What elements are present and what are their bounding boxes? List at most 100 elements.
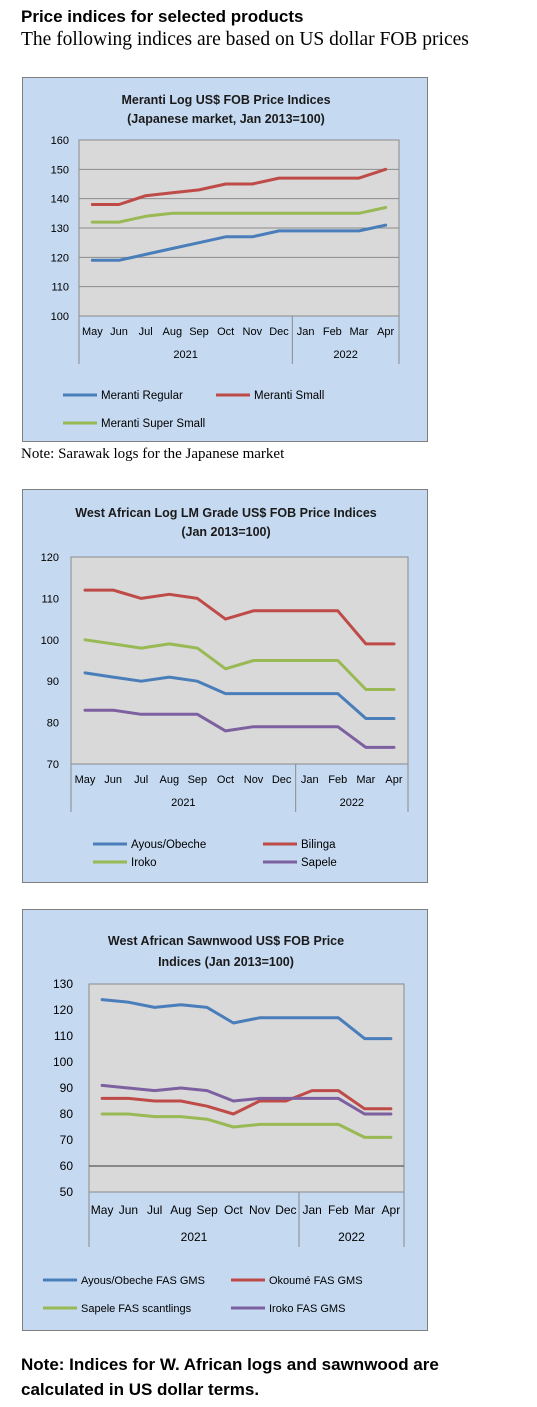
x-tick-label: Oct (224, 1203, 243, 1217)
x-tick-label: Mar (354, 1203, 375, 1217)
wa-log-chart-panel: West African Log LM Grade US$ FOB Price … (22, 489, 428, 883)
series-line (100, 998, 393, 1041)
wa-log-chart: West African Log LM Grade US$ FOB Price … (41, 506, 409, 869)
x-tick-label: Apr (385, 774, 402, 786)
chart-title-line: West African Log LM Grade US$ FOB Price … (75, 506, 377, 520)
y-tick-label: 140 (51, 194, 69, 206)
year-label: 2022 (340, 797, 364, 809)
x-tick-label: Jul (134, 774, 148, 786)
y-tick-label: 90 (47, 676, 59, 688)
y-tick-label: 130 (53, 977, 73, 991)
x-tick-label: Dec (272, 774, 292, 786)
x-tick-label: Jul (147, 1203, 162, 1217)
x-tick-label: Feb (323, 326, 342, 338)
year-label: 2021 (181, 1230, 208, 1244)
y-tick-label: 110 (41, 593, 59, 605)
legend-label: Meranti Regular (101, 390, 183, 402)
legend-label: Sapele (301, 857, 337, 869)
legend-label: Iroko (131, 857, 157, 869)
x-tick-label: Sep (196, 1203, 218, 1217)
y-tick-label: 110 (51, 282, 69, 294)
x-tick-label: Apr (377, 326, 394, 338)
legend-label: Sapele FAS scantlings (81, 1303, 192, 1315)
year-label: 2022 (338, 1230, 365, 1244)
legend-label: Ayous/Obeche FAS GMS (81, 1275, 205, 1287)
series-line (100, 1083, 393, 1116)
x-tick-label: Oct (217, 774, 234, 786)
legend-label: Meranti Small (254, 390, 324, 402)
series-line (83, 588, 396, 646)
bottom-note: Note: Indices for W. African logs and sa… (21, 1355, 439, 1399)
y-tick-label: 130 (51, 223, 69, 235)
y-tick-label: 70 (60, 1133, 74, 1147)
x-tick-label: Aug (170, 1203, 191, 1217)
x-tick-label: Jun (110, 326, 128, 338)
x-tick-label: Oct (217, 326, 234, 338)
series-line (83, 708, 396, 749)
chart-title-line: Meranti Log US$ FOB Price Indices (121, 93, 330, 107)
y-tick-label: 70 (47, 759, 59, 771)
series-line (90, 223, 388, 262)
x-tick-label: Mar (356, 774, 375, 786)
x-tick-label: Nov (249, 1203, 270, 1217)
chart-title-line: West African Sawnwood US$ FOB Price (108, 934, 344, 948)
x-tick-label: Mar (350, 326, 369, 338)
year-label: 2021 (173, 349, 197, 361)
series-line (83, 671, 396, 720)
wa-sawnwood-chart: West African Sawnwood US$ FOB Price Indic… (43, 934, 405, 1315)
legend-label: Iroko FAS GMS (269, 1303, 345, 1315)
x-tick-label: Dec (275, 1203, 296, 1217)
x-tick-label: Aug (163, 326, 183, 338)
x-tick-label: Nov (244, 774, 264, 786)
x-tick-label: Sep (188, 774, 208, 786)
legend-label: Ayous/Obeche (131, 839, 206, 851)
y-tick-label: 80 (47, 718, 59, 730)
y-tick-label: 120 (51, 252, 69, 264)
year-label: 2022 (333, 349, 357, 361)
x-tick-label: May (82, 326, 103, 338)
series-line (83, 638, 396, 691)
x-tick-label: May (75, 774, 96, 786)
x-tick-label: Jan (302, 1203, 321, 1217)
x-tick-label: Feb (328, 774, 347, 786)
series-line (90, 206, 388, 224)
x-tick-label: Dec (269, 326, 289, 338)
series-line (90, 167, 388, 206)
meranti-chart: Meranti Log US$ FOB Price Indices (Japane… (51, 93, 400, 430)
plot-area (70, 556, 409, 765)
y-tick-label: 160 (51, 135, 69, 147)
y-tick-label: 120 (53, 1003, 73, 1017)
chart-title-line: Indices (Jan 2013=100) (158, 955, 294, 969)
x-tick-label: Aug (160, 774, 180, 786)
y-tick-label: 50 (60, 1185, 74, 1199)
x-tick-label: Jun (104, 774, 122, 786)
wa-sawnwood-chart-panel: West African Sawnwood US$ FOB Price Indic… (22, 909, 428, 1331)
chart-title-line: (Jan 2013=100) (181, 525, 270, 539)
page-subtitle: The following indices are based on US do… (21, 29, 469, 50)
legend-label: Meranti Super Small (101, 418, 205, 430)
x-tick-label: Jul (139, 326, 153, 338)
x-tick-label: Apr (382, 1203, 401, 1217)
legend-label: Bilinga (301, 839, 336, 851)
y-tick-label: 120 (41, 552, 59, 564)
x-tick-label: Sep (189, 326, 209, 338)
y-tick-label: 100 (41, 635, 59, 647)
meranti-note: Note: Sarawak logs for the Japanese mark… (21, 446, 285, 462)
x-tick-label: Jan (297, 326, 315, 338)
x-tick-label: Feb (328, 1203, 349, 1217)
y-tick-label: 110 (54, 1029, 73, 1043)
y-tick-label: 100 (53, 1055, 73, 1069)
legend-label: Okoumé FAS GMS (269, 1275, 363, 1287)
y-tick-label: 80 (60, 1107, 74, 1121)
meranti-chart-panel: Meranti Log US$ FOB Price Indices (Japane… (22, 77, 428, 442)
year-label: 2021 (171, 797, 195, 809)
series-line (100, 1089, 393, 1116)
x-tick-label: Jan (301, 774, 319, 786)
x-tick-label: May (91, 1203, 114, 1217)
y-tick-label: 60 (60, 1159, 74, 1173)
y-tick-label: 100 (51, 311, 69, 323)
y-tick-label: 150 (51, 164, 69, 176)
y-tick-label: 90 (60, 1081, 74, 1095)
x-tick-label: Nov (243, 326, 263, 338)
page-title: Price indices for selected products (21, 7, 304, 26)
